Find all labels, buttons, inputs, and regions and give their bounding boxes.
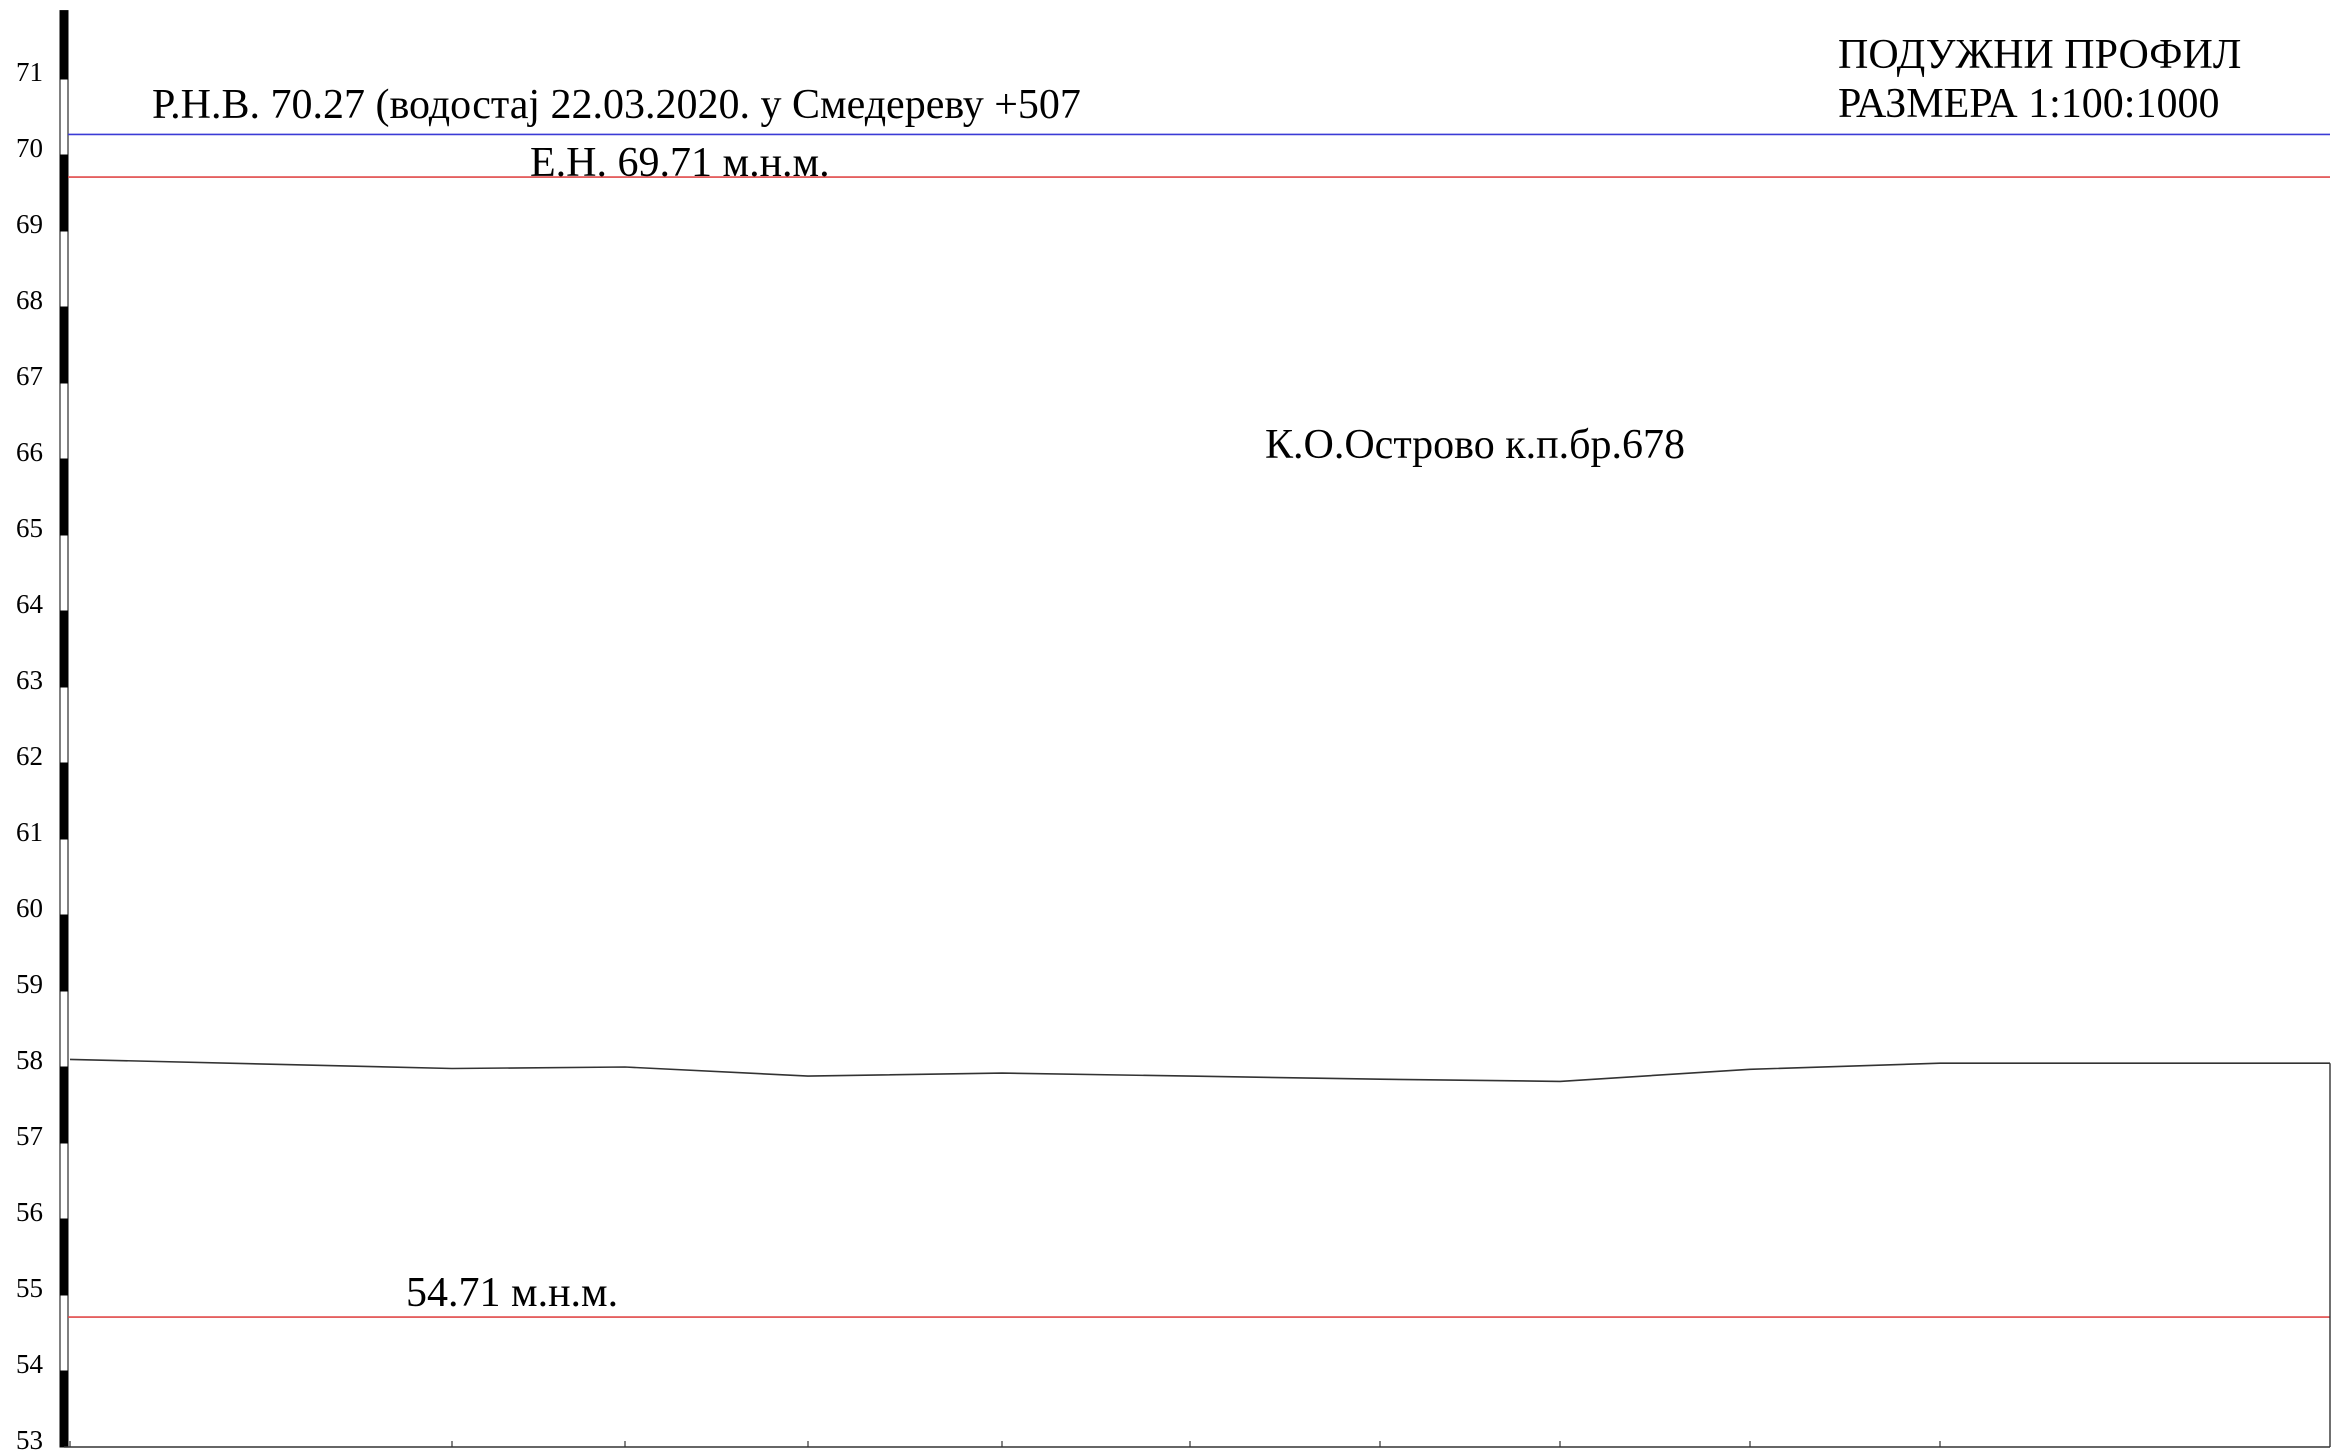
terrain-profile [64,1058,2331,1448]
terrain-line [69,1058,2330,1083]
y-tick-label: 66 [16,437,43,467]
y-tick-label: 68 [16,285,43,315]
y-tick-label: 57 [16,1121,43,1151]
y-tick-label: 60 [16,893,43,923]
axis-segment [59,10,69,80]
y-tick-label: 62 [16,741,43,771]
rnv-label: Р.Н.В. 70.27 (водостај 22.03.2020. у Сме… [152,82,1081,128]
y-tick-label: 67 [16,361,43,391]
title-line-1: ПОДУЖНИ ПРОФИЛ [1838,32,2242,78]
station-ticks [69,1441,1941,1447]
y-tick-label: 53 [16,1425,43,1455]
y-tick-label: 56 [16,1197,43,1227]
bottom-level-label: 54.71 м.н.м. [406,1270,619,1316]
en-label: Е.Н. 69.71 м.н.м. [530,140,830,186]
y-tick-label: 70 [16,133,43,163]
y-tick-label: 64 [16,589,43,619]
y-tick-label: 61 [16,817,43,847]
y-tick-label: 54 [16,1349,43,1379]
y-tick-label: 59 [16,969,43,999]
title-line-2: РАЗМЕРА 1:100:1000 [1838,81,2220,127]
y-tick-label: 63 [16,665,43,695]
y-tick-label: 65 [16,513,43,543]
parcel-label: К.О.Острово к.п.бр.678 [1265,422,1685,468]
y-tick-label: 55 [16,1273,43,1303]
y-tick-label: 58 [16,1045,43,1075]
y-tick-label: 71 [16,57,43,87]
y-tick-label: 69 [16,209,43,239]
elevation-axis [59,10,69,1448]
reference-lines [68,133,2330,1318]
